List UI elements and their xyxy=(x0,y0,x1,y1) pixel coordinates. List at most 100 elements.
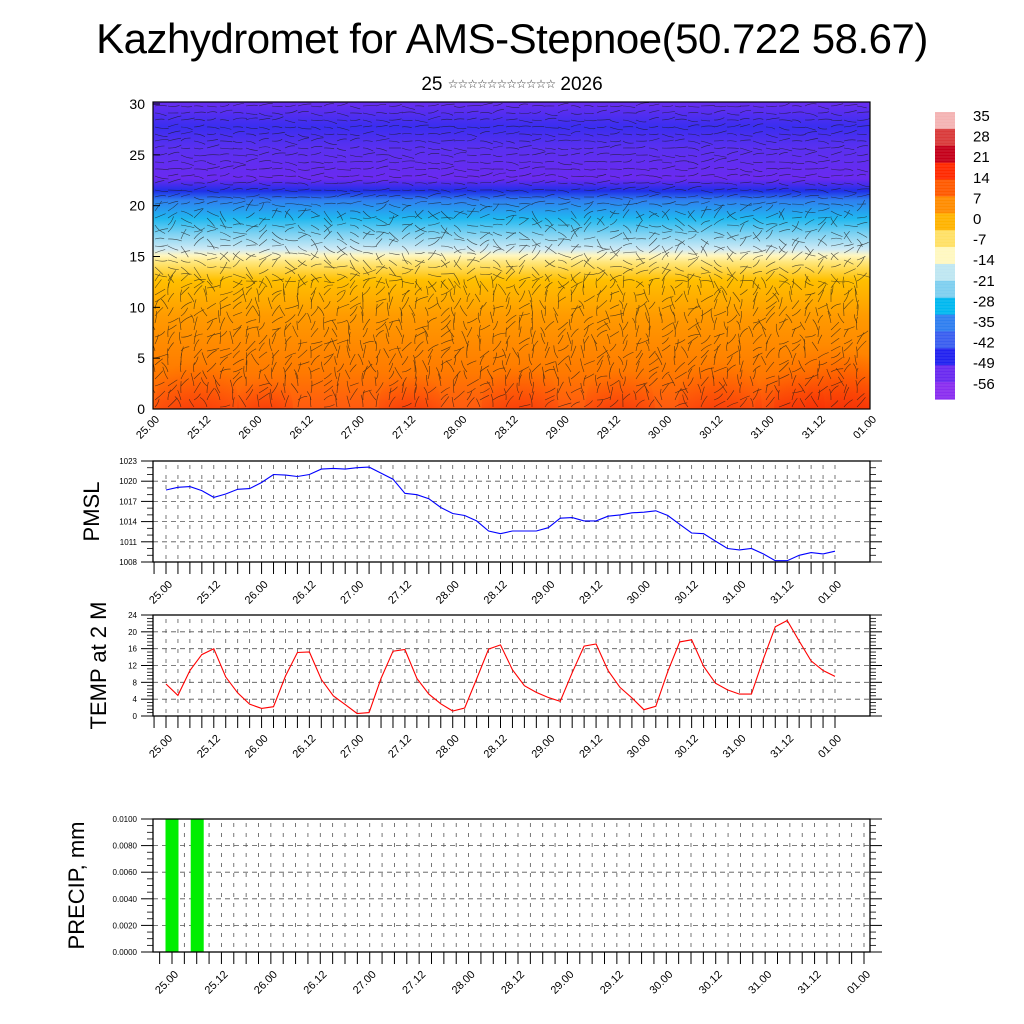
streamline xyxy=(713,245,724,251)
streamline xyxy=(232,251,240,261)
streamline xyxy=(670,296,676,310)
x-tick-label: 26.12 xyxy=(288,414,316,442)
streamline xyxy=(180,378,189,387)
streamline xyxy=(687,341,692,352)
streamline xyxy=(360,394,364,408)
streamline xyxy=(739,139,751,142)
streamline xyxy=(817,258,824,268)
streamline xyxy=(362,340,374,345)
streamline xyxy=(463,370,468,380)
streamline xyxy=(375,187,390,191)
streamline xyxy=(167,266,179,270)
streamline xyxy=(492,154,503,157)
streamline xyxy=(739,235,752,240)
streamline xyxy=(687,210,697,222)
streamline xyxy=(544,346,550,359)
streamline xyxy=(401,204,412,212)
streamline xyxy=(346,395,351,408)
streamline xyxy=(440,360,443,373)
x-tick-label: 31.12 xyxy=(796,969,824,997)
streamline xyxy=(193,196,205,201)
streamline xyxy=(400,309,403,324)
streamline xyxy=(518,313,530,317)
streamline xyxy=(427,109,439,114)
streamline xyxy=(193,140,206,145)
streamline xyxy=(791,388,796,401)
streamline xyxy=(512,347,520,359)
streamline xyxy=(401,280,415,284)
streamline xyxy=(505,292,511,303)
streamline xyxy=(423,387,429,401)
streamline xyxy=(830,237,842,240)
streamline xyxy=(699,367,702,380)
streamline xyxy=(453,224,462,233)
streamline xyxy=(218,310,221,324)
streamline xyxy=(778,280,790,285)
streamline xyxy=(648,154,660,158)
streamline xyxy=(466,238,478,245)
streamline xyxy=(453,318,455,331)
streamline xyxy=(622,196,634,200)
streamline xyxy=(555,361,559,373)
streamline xyxy=(752,334,763,345)
streamline xyxy=(817,111,830,114)
streamline xyxy=(449,291,455,303)
streamline xyxy=(297,281,300,296)
streamline xyxy=(726,112,740,116)
precip-bar xyxy=(190,819,204,952)
streamline xyxy=(201,377,208,387)
streamline xyxy=(765,167,780,170)
streamline xyxy=(374,376,377,387)
streamline xyxy=(622,275,625,289)
streamline xyxy=(713,146,726,149)
streamline xyxy=(726,234,739,240)
streamline xyxy=(219,252,230,262)
streamline xyxy=(856,397,866,408)
streamline xyxy=(349,200,362,205)
streamline xyxy=(635,361,640,373)
x-tick-label: 30.00 xyxy=(646,414,674,442)
streamline xyxy=(310,133,324,138)
streamline xyxy=(492,304,495,317)
streamline xyxy=(804,195,819,198)
colorbar-swatch xyxy=(935,280,955,299)
streamline xyxy=(843,302,845,317)
streamline xyxy=(162,366,169,380)
streamline xyxy=(258,132,270,135)
streamline xyxy=(154,213,166,219)
streamline xyxy=(167,178,181,184)
streamline xyxy=(310,263,322,268)
streamline xyxy=(843,147,855,150)
x-tick-label: 31.12 xyxy=(768,579,796,607)
streamline xyxy=(557,119,571,122)
streamline xyxy=(440,348,450,359)
streamline xyxy=(256,288,260,303)
streamline xyxy=(739,327,748,338)
streamline xyxy=(440,210,451,221)
streamline xyxy=(349,231,359,238)
colorbar-label: -28 xyxy=(973,293,995,310)
streamline xyxy=(349,189,361,193)
streamline xyxy=(335,393,338,408)
streamline xyxy=(765,172,778,177)
x-tick-label: 27.00 xyxy=(339,414,367,442)
streamline xyxy=(739,215,754,219)
streamline xyxy=(622,119,637,125)
streamline xyxy=(461,330,468,345)
streamline xyxy=(804,161,818,164)
streamline xyxy=(570,124,582,128)
streamline xyxy=(284,182,299,185)
streamline xyxy=(505,168,516,172)
streamline xyxy=(167,115,182,121)
streamline xyxy=(206,229,217,233)
streamline xyxy=(791,375,797,387)
streamline xyxy=(346,319,351,331)
streamline xyxy=(264,374,273,387)
streamline xyxy=(453,259,462,271)
colorbar-swatch xyxy=(935,128,955,147)
streamline xyxy=(284,152,298,156)
streamline xyxy=(413,354,416,366)
streamline xyxy=(362,216,377,219)
streamline xyxy=(645,386,650,401)
streamline xyxy=(596,329,608,338)
